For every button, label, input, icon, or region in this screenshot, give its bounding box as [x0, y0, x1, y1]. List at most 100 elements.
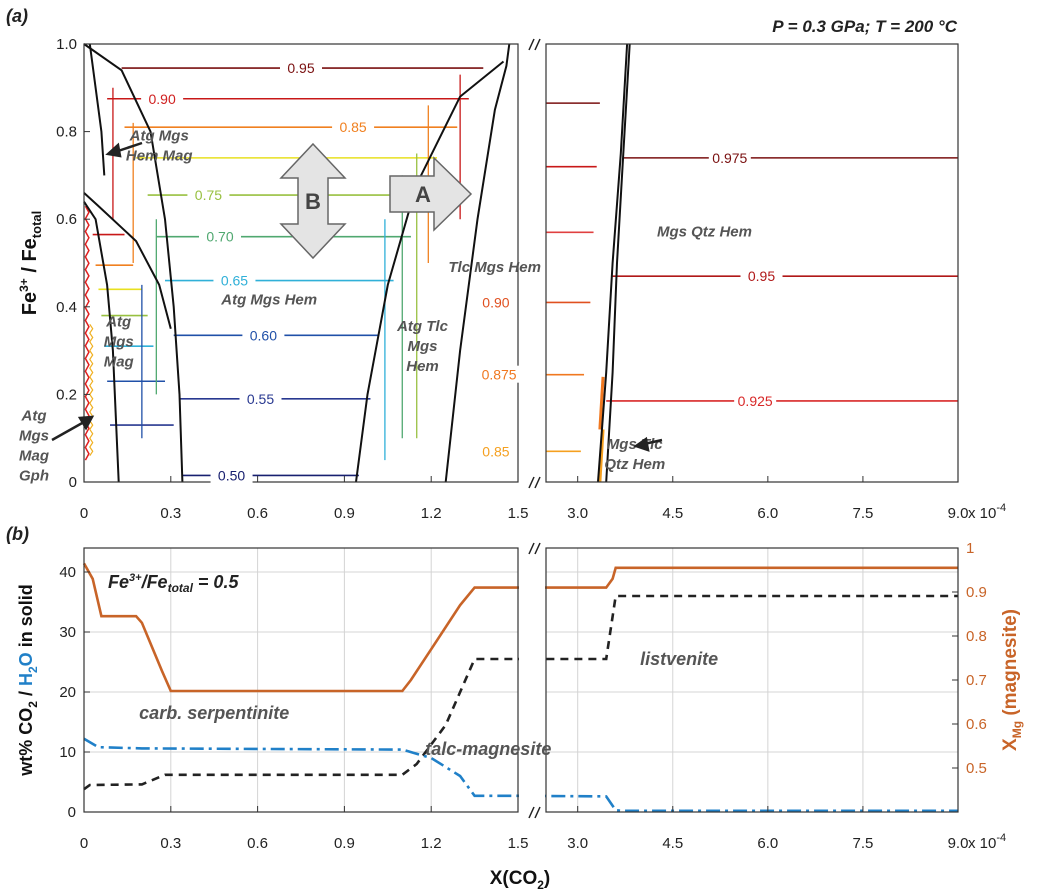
iso-label-bg-11 [474, 293, 517, 311]
iso-label-bg-13 [478, 365, 521, 383]
arrow-a-shape [389, 156, 473, 232]
b-xtick-label-l-4: 1.2 [421, 835, 442, 852]
ylabel-co2: wt% CO [16, 708, 36, 777]
iso-label-bg-14 [474, 442, 517, 460]
a-xtick-label-r-4: 9.0 [948, 505, 969, 522]
iso-label-bg-10 [740, 267, 783, 285]
panel-b-ticks: 0 0.3 0.6 0.9 1.2 1.5 3.0 4.5 6.0 7.5 9.0 0 10 20 30 40… [59, 540, 987, 852]
a-xtick-label-r-3: 7.5 [852, 505, 873, 522]
b-ytick-label-r-2: 0.7 [966, 672, 987, 689]
iso-label-10: 0.95 [748, 268, 775, 284]
a-ytick-label-0: 0 [69, 474, 77, 491]
field-label-7-line-3: Gph [19, 468, 49, 485]
phase-boundary-3 [88, 43, 106, 176]
panel-a-x-multiplier: x 10-4 [968, 502, 1006, 522]
x-title-sub: 2 [537, 878, 544, 892]
x-title-main: X(CO [490, 868, 538, 889]
phase-boundary-4 [355, 60, 505, 483]
a-xtick-label-r-2: 6.0 [757, 505, 778, 522]
iso-label-3: 0.75 [195, 187, 222, 203]
a-ytick-label-3: 0.6 [56, 211, 77, 228]
panel-a-ticks: 0 0.3 0.6 0.9 1.2 1.5 3.0 4.5 6.0 7.5 9.0 0 0.2 0.4 0.… [56, 36, 968, 522]
rock-label-1: talc-magnesite [425, 739, 551, 759]
field-label-6: Mgs Tlc Qtz Hem [604, 436, 665, 473]
panel-a-axis-break-marks [528, 38, 541, 489]
b-xtick-label-r-2: 6.0 [757, 835, 778, 852]
a-ytick-label-1: 0.2 [56, 386, 77, 403]
panel-b-annotation: Fe3+/Fetotal = 0.5 [108, 572, 239, 595]
wedge-iso-1 [598, 376, 605, 430]
panel-b-rock-labels: carb. serpentinite talc-magnesite listveni… [139, 649, 718, 759]
wedge-iso-0 [598, 429, 605, 483]
ylabel-co2-sub: 2 [26, 701, 40, 708]
b-xtick-label-l-5: 1.5 [508, 835, 529, 852]
iso-label-2: 0.85 [339, 119, 366, 135]
ylabel-o: O [16, 652, 36, 666]
iso-label-14: 0.85 [482, 443, 509, 459]
arrow-a: A [389, 156, 473, 232]
field-label-0-line-1: Hem Mag [126, 147, 193, 164]
field-label-7-line-1: Mgs [19, 428, 49, 445]
b-ytick-label-r-5: 1 [966, 540, 974, 557]
panel-a-left-frame [83, 43, 519, 483]
conditions-label: P = 0.3 GPa; T = 200 °C [772, 17, 957, 36]
iso-label-13: 0.875 [482, 367, 517, 383]
b-xtick-label-r-4: 9.0 [948, 835, 969, 852]
b-xtick-label-r-0: 3.0 [567, 835, 588, 852]
a-xtick-label-l-2: 0.6 [247, 505, 268, 522]
panel-a: (a) P = 0.3 GPa; T = 200 °C 0 0.3 0.6 0.9 1.… [6, 6, 1006, 522]
panel-b-left-frame [83, 547, 519, 813]
a-ytick-label-2: 0.4 [56, 299, 77, 316]
phase-boundary-0 [83, 43, 184, 483]
arrow-b-label: B [305, 189, 321, 214]
iso-label-4: 0.70 [206, 229, 233, 245]
series-xmg [82, 562, 958, 693]
b-xtick-label-l-1: 0.3 [160, 835, 181, 852]
x-title-end: ) [544, 868, 550, 889]
xmg-rest: (magnesite) [1000, 609, 1021, 721]
iso-label-bg-12 [734, 391, 777, 409]
field-label-6-line-0: Mgs Tlc [607, 436, 663, 453]
b-xtick-label-r-1: 4.5 [662, 835, 683, 852]
pointer-atg-mgs-mag-gph [51, 420, 85, 442]
iso-label-5: 0.65 [221, 273, 248, 289]
arrow-a-label: A [415, 182, 431, 207]
b-ytick-label-l-0: 0 [68, 804, 76, 821]
panel-a-phase-boundaries [83, 43, 631, 483]
y-title-mid: / Fe [19, 238, 41, 278]
iso-label-11: 0.90 [482, 294, 509, 310]
iso-label-bg-0 [280, 59, 322, 77]
field-label-3: Atg Tlc Mgs Hem [396, 318, 448, 375]
iso-label-bg-2 [332, 118, 375, 136]
arrow-b: B [279, 142, 347, 260]
arrow-b-shape [279, 142, 347, 260]
iso-label-bg-1 [141, 89, 184, 107]
b-ytick-label-l-2: 20 [59, 684, 76, 701]
xmg-sub: Mg [1010, 721, 1024, 738]
ylabel-h: H [16, 673, 36, 686]
y-title-sup: 3+ [17, 278, 31, 292]
field-label-7-line-2: Mag [19, 448, 49, 465]
annotation-mid: /Fe [141, 572, 168, 592]
phase-boundary-2 [83, 201, 120, 483]
panel-a-label: (a) [6, 6, 28, 26]
a-xtick-label-l-3: 0.9 [334, 505, 355, 522]
panel-b-axis-break-marks [528, 542, 541, 819]
iso-label-8: 0.50 [218, 467, 245, 483]
panel-b-left-y-title: wt% CO2 / H2O in solid [16, 584, 40, 776]
field-label-4: Tlc Mgs Hem [448, 259, 541, 276]
field-label-5: Mgs Qtz Hem [657, 224, 752, 241]
panel-b-right-y-title: XMg (magnesite) [1000, 609, 1024, 751]
panel-b-x-multiplier: x 10-4 [968, 832, 1006, 852]
b-ytick-label-r-0: 0.5 [966, 760, 987, 777]
iso-label-bg-9 [708, 148, 751, 166]
field-label-5-line-0: Mgs Qtz Hem [657, 224, 752, 241]
field-label-2-line-1: Mgs [104, 334, 134, 351]
rock-label-2: listvenite [640, 649, 718, 669]
ylabel-in-solid: in solid [16, 584, 36, 652]
a-xtick-label-l-5: 1.5 [508, 505, 529, 522]
a-xtick-label-l-1: 0.3 [160, 505, 181, 522]
field-label-2-line-0: Atg [105, 314, 131, 331]
field-label-0: Atg Mgs Hem Mag [126, 127, 193, 164]
panel-b-multiplier-base: x 10 [968, 835, 996, 852]
